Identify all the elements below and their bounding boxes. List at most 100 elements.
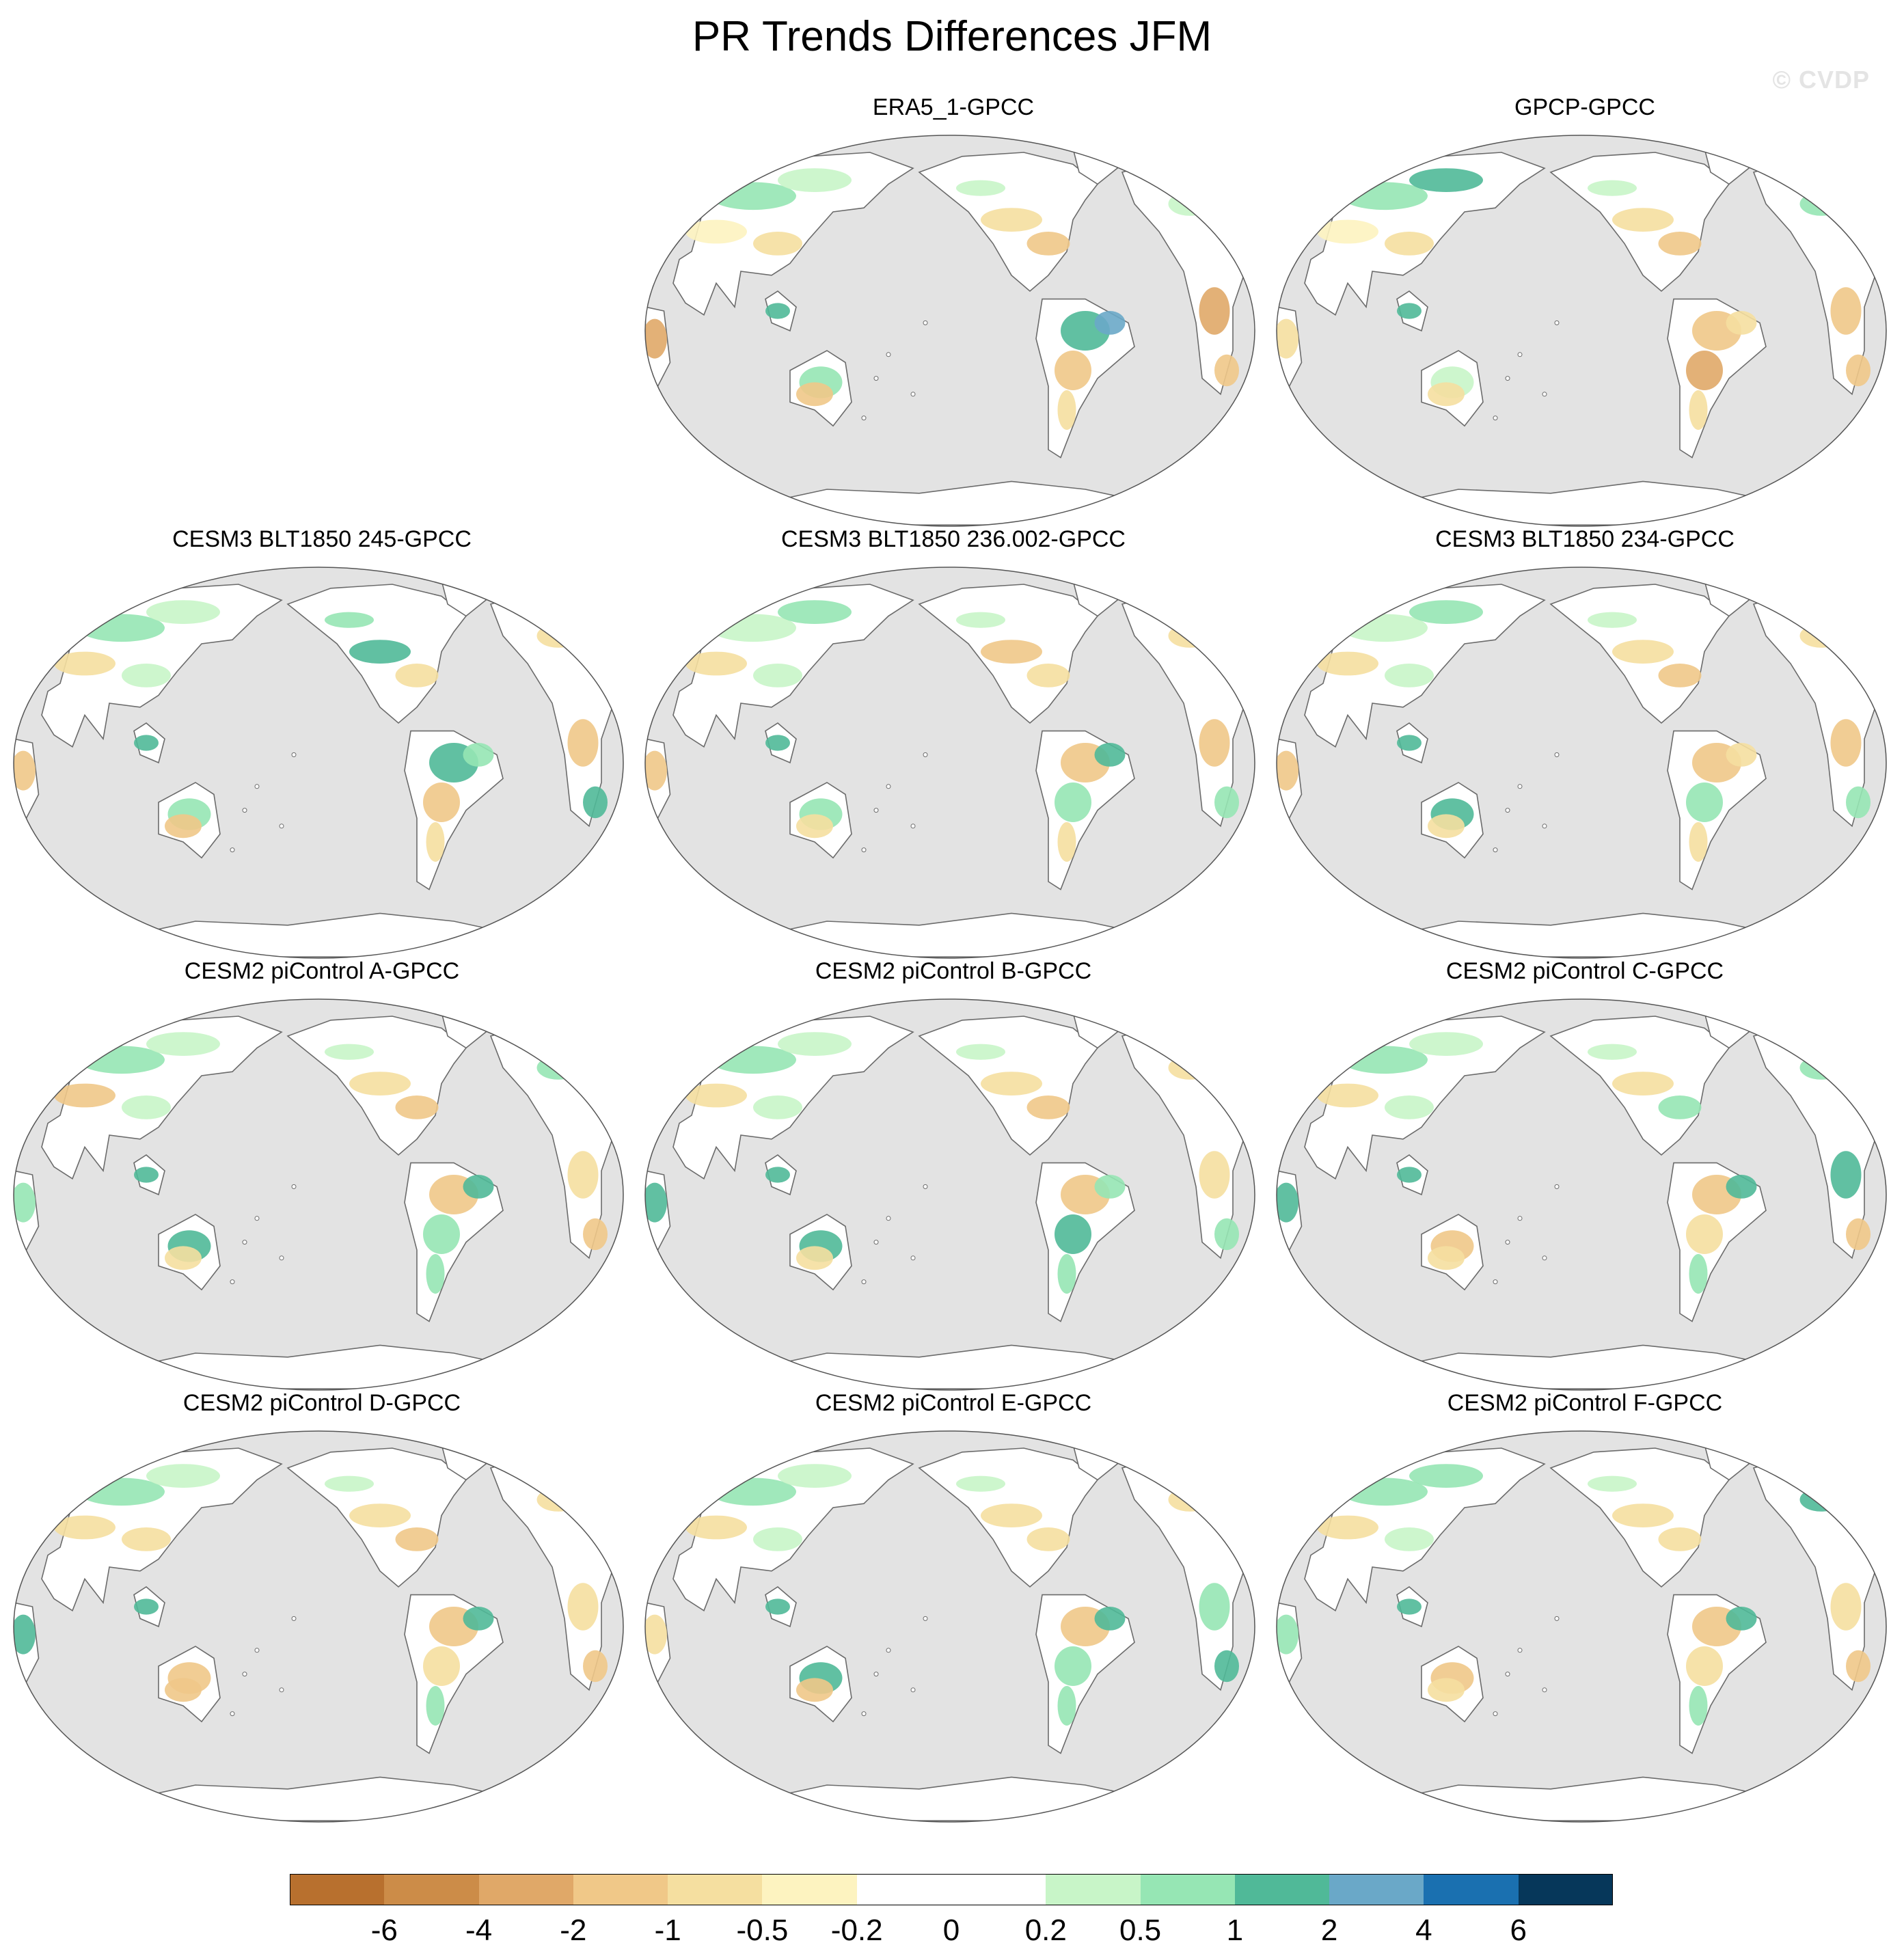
colorbar-tick-label: 1 — [1226, 1914, 1244, 1947]
colorbar-segment — [1046, 1874, 1141, 1905]
trend-blob — [14, 1614, 36, 1655]
trend-blob — [122, 664, 171, 688]
trend-blob — [134, 1167, 159, 1183]
island — [910, 1255, 916, 1261]
figure-title: PR Trends Differences JFM — [692, 13, 1212, 60]
trend-blob — [1846, 786, 1871, 819]
trend-blob — [1199, 1583, 1230, 1631]
island — [886, 784, 891, 789]
trend-blob — [349, 1072, 411, 1095]
trend-blob — [1588, 1044, 1637, 1060]
trend-blob — [1830, 287, 1862, 335]
trend-blob — [956, 612, 1005, 628]
trend-blob — [536, 1056, 580, 1080]
trend-blob — [14, 750, 36, 791]
island — [1517, 784, 1523, 789]
trend-blob — [1686, 782, 1723, 822]
colorbar-tick-label: 2 — [1320, 1914, 1338, 1947]
island — [279, 824, 284, 829]
trend-blob — [1726, 743, 1757, 767]
trend-blob — [981, 640, 1042, 664]
trend-blob — [1026, 232, 1070, 256]
trend-blob — [165, 1678, 202, 1702]
trend-blob — [1317, 219, 1378, 244]
world-map — [13, 567, 624, 959]
trend-blob — [349, 1503, 411, 1527]
island — [254, 1648, 260, 1653]
trend-blob — [1409, 1464, 1483, 1488]
map-panel: CESM2 piControl A-GPCC — [11, 958, 633, 1396]
world-map — [1276, 1430, 1887, 1823]
island — [254, 784, 260, 789]
trend-blob — [956, 180, 1005, 196]
trend-blob — [583, 1218, 608, 1251]
island — [910, 1687, 916, 1693]
trend-blob — [981, 1072, 1042, 1095]
trend-blob — [1385, 1095, 1434, 1119]
trend-blob — [778, 168, 852, 192]
island — [923, 1184, 928, 1189]
trend-blob — [122, 1095, 171, 1119]
trend-blob — [1057, 390, 1076, 430]
trend-blob — [765, 1598, 790, 1615]
panel-title: CESM2 piControl B-GPCC — [815, 958, 1092, 984]
trend-blob — [1428, 1678, 1465, 1702]
island — [1505, 1672, 1510, 1677]
trend-blob — [54, 1083, 115, 1108]
colorbar-tick-label: -6 — [370, 1914, 398, 1947]
trend-blob — [325, 1044, 374, 1060]
colorbar-tick-label: -2 — [560, 1914, 587, 1947]
island — [861, 1711, 867, 1717]
island — [279, 1687, 284, 1693]
trend-blob — [423, 1646, 460, 1686]
trend-blob — [395, 1527, 439, 1551]
colorbar-segment — [1234, 1874, 1330, 1905]
island — [861, 416, 867, 421]
trend-blob — [1799, 624, 1843, 648]
trend-blob — [146, 1032, 220, 1056]
trend-blob — [981, 1503, 1042, 1527]
colorbar-tick-label: 0.2 — [1024, 1914, 1067, 1947]
trend-blob — [423, 782, 460, 822]
trend-blob — [1726, 1175, 1757, 1199]
trend-blob — [1277, 1182, 1298, 1223]
trend-blob — [54, 651, 115, 676]
island — [886, 352, 891, 357]
trend-blob — [1846, 354, 1871, 387]
trend-blob — [1214, 354, 1239, 387]
panel-title: CESM3 BLT1850 234-GPCC — [1435, 526, 1735, 552]
colorbar-segment — [384, 1874, 480, 1905]
map-border — [1276, 567, 1887, 959]
map-panel: GPCP-GPCC — [1274, 94, 1896, 532]
island — [1542, 824, 1547, 829]
colorbar-segment — [1140, 1874, 1236, 1905]
trend-blob — [1094, 311, 1126, 335]
map-panel: CESM2 piControl E-GPCC — [642, 1390, 1264, 1827]
panel-title: ERA5_1-GPCC — [872, 94, 1035, 120]
trend-blob — [1199, 719, 1230, 767]
trend-blob — [1658, 664, 1702, 688]
trend-blob — [1094, 743, 1126, 767]
trend-blob — [146, 600, 220, 624]
colorbar-segment — [290, 1874, 385, 1905]
trend-blob — [1199, 287, 1230, 335]
trend-blob — [1428, 1246, 1465, 1270]
island — [923, 1616, 928, 1621]
trend-blob — [1686, 1646, 1723, 1686]
trend-blob — [753, 664, 802, 688]
colorbar-tick-label: -1 — [654, 1914, 681, 1947]
trend-blob — [796, 814, 833, 839]
trend-blob — [1397, 303, 1422, 319]
trend-blob — [685, 651, 747, 676]
map-border — [13, 998, 624, 1391]
trend-blob — [1612, 1503, 1674, 1527]
trend-blob — [1726, 1607, 1757, 1631]
trend-blob — [134, 735, 159, 751]
map-border — [1276, 135, 1887, 527]
trend-blob — [1055, 1214, 1091, 1254]
trend-blob — [753, 1527, 802, 1551]
trend-blob — [1168, 1056, 1212, 1080]
trend-blob — [325, 612, 374, 628]
trend-blob — [1385, 232, 1434, 256]
trend-blob — [1055, 782, 1091, 822]
